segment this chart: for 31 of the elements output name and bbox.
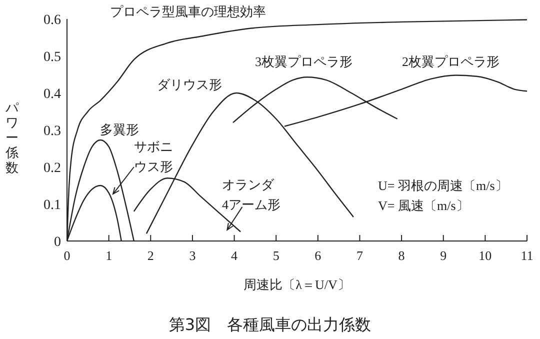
series-label: オランダ4アーム形: [222, 177, 280, 212]
x-tick-label: 7: [356, 248, 364, 264]
x-tick-label: 2: [147, 248, 154, 264]
y-axis-title: パワー係数: [4, 100, 20, 175]
x-tick-label: 10: [478, 248, 492, 264]
y-tick-label: 0.1: [44, 198, 61, 213]
text: 第3図 各種風車の出力係数: [168, 315, 372, 334]
annotation: U= 羽根の周速〔m/s〕: [378, 178, 508, 193]
x-tick-label: 8: [398, 248, 405, 264]
series-label: 2枚翼プロペラ形: [402, 54, 500, 69]
x-tick-label: 9: [440, 248, 447, 264]
x-tick-label: 3: [189, 248, 196, 264]
x-tick-label: 11: [520, 248, 534, 264]
y-tick-label: 0.2: [44, 160, 61, 176]
y-tick-label: 0.4: [44, 86, 61, 102]
y-tick-label: 0.5: [44, 50, 61, 65]
y-tick-label: 0: [54, 234, 61, 250]
x-tick-label: 5: [272, 248, 280, 264]
x-tick-label: 1: [106, 248, 112, 264]
x-tick-label: 4: [231, 248, 238, 264]
series-label: 3枚翼プロペラ形: [255, 54, 352, 69]
series-label: プロペラ型風車の理想効率: [110, 4, 266, 19]
series-label: 多翼形: [100, 122, 139, 137]
x-axis-title: 周速比〔λ＝U/V〕: [244, 277, 350, 292]
annotation: V= 風速〔m/s〕: [378, 198, 469, 213]
series-label: ダリウス形: [157, 77, 222, 92]
y-tick-label: 0.6: [44, 12, 61, 28]
y-tick-label: 0.3: [44, 124, 61, 139]
x-tick-label: 0: [64, 248, 70, 264]
text: サボニウス形: [134, 139, 173, 174]
x-tick-label: 6: [314, 248, 322, 264]
